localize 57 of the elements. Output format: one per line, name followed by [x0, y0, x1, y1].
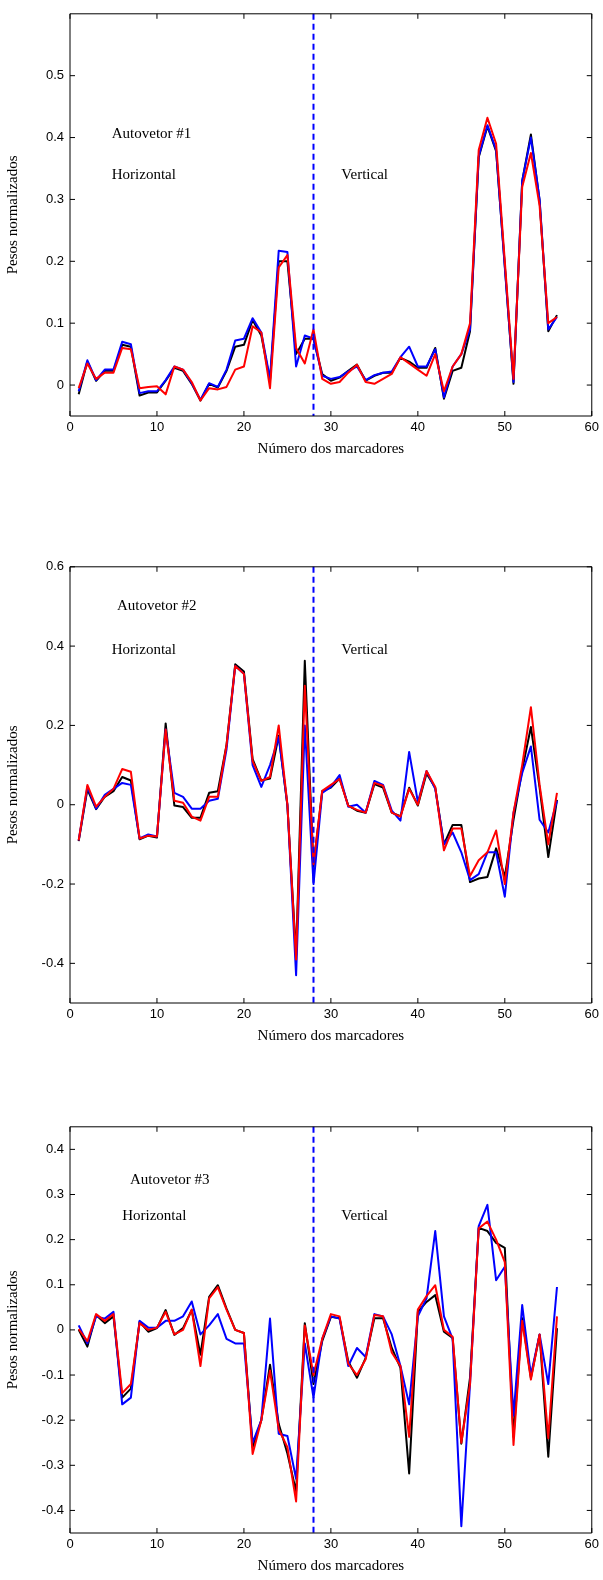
- annotation: Horizontal: [111, 165, 176, 182]
- x-axis-title: Número dos marcadores: [257, 1026, 405, 1043]
- y-tick-label: 0.4: [45, 1140, 64, 1156]
- y-axis-title: Pesos normalizados: [3, 1270, 20, 1390]
- x-tick-label: 20: [236, 419, 252, 435]
- annotation: Autovetor #1: [111, 125, 192, 142]
- annotation: Vertical: [341, 1207, 388, 1224]
- annotation: Horizontal: [122, 1207, 187, 1224]
- y-tick-label: 0.1: [45, 1276, 64, 1292]
- y-tick-label: 0.3: [45, 1186, 64, 1202]
- x-tick-label: 10: [149, 1536, 165, 1552]
- x-tick-label: 0: [66, 1006, 74, 1022]
- y-tick-label: 0.4: [45, 637, 64, 653]
- x-tick-label: 60: [584, 1536, 599, 1552]
- x-tick-label: 30: [323, 1006, 339, 1022]
- y-tick-label: 0.2: [45, 1231, 64, 1247]
- y-tick-label: 0: [56, 376, 64, 392]
- x-tick-label: 50: [497, 1536, 513, 1552]
- x-tick-label: 40: [410, 1006, 426, 1022]
- y-axis-title: Pesos normalizados: [3, 155, 20, 275]
- y-tick-label: 0.1: [45, 314, 64, 330]
- y-tick-label: 0.2: [45, 252, 64, 268]
- y-axis-title: Pesos normalizados: [3, 725, 20, 845]
- y-tick-label: 0: [56, 1321, 64, 1337]
- x-tick-label: 60: [584, 1006, 599, 1022]
- annotation: Horizontal: [111, 640, 176, 657]
- y-tick-label: -0.4: [41, 954, 64, 970]
- x-tick-label: 60: [584, 419, 599, 435]
- y-tick-label: 0.5: [45, 67, 64, 83]
- x-tick-label: 50: [497, 1006, 513, 1022]
- y-tick-label: 0.2: [45, 717, 64, 732]
- annotation: Autovetor #2: [116, 597, 197, 613]
- x-tick-label: 40: [410, 419, 426, 435]
- y-tick-label: -0.2: [41, 875, 64, 891]
- x-axis-title: Número dos marcadores: [257, 1556, 405, 1573]
- x-tick-label: 20: [236, 1006, 252, 1022]
- x-tick-label: 10: [149, 1006, 165, 1022]
- x-tick-label: 0: [66, 1536, 74, 1552]
- x-tick-label: 30: [323, 419, 339, 435]
- x-tick-label: 40: [410, 1536, 426, 1552]
- x-tick-label: 0: [66, 419, 74, 435]
- y-tick-label: 0: [56, 796, 64, 812]
- y-tick-label: 0.3: [45, 191, 64, 207]
- y-tick-label: -0.1: [41, 1366, 64, 1382]
- x-tick-label: 30: [323, 1536, 339, 1552]
- y-tick-label: -0.3: [41, 1456, 64, 1472]
- x-tick-label: 10: [149, 419, 165, 435]
- x-tick-label: 50: [497, 419, 513, 435]
- x-axis-title: Número dos marcadores: [257, 439, 405, 456]
- y-tick-label: -0.4: [41, 1502, 64, 1518]
- annotation: Autovetor #3: [130, 1170, 210, 1187]
- y-tick-label: 0.4: [45, 129, 64, 145]
- x-tick-label: 20: [236, 1536, 252, 1552]
- y-tick-label: -0.2: [41, 1411, 64, 1427]
- annotation: Vertical: [341, 165, 388, 182]
- annotation: Vertical: [341, 640, 388, 657]
- y-tick-label: 0.6: [45, 558, 64, 574]
